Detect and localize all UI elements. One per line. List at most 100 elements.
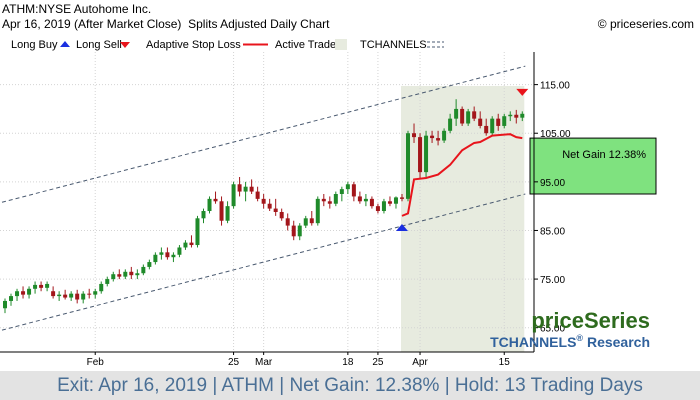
candle-body [177, 247, 182, 255]
candle-body [165, 252, 170, 258]
candle-body [460, 108, 465, 124]
candle-body [15, 291, 20, 297]
footer-exit: Exit: Apr 16, 2019 [57, 375, 208, 396]
candle-body [387, 201, 392, 204]
brand-reg: ® [576, 333, 583, 343]
candle-body [490, 118, 495, 134]
candle-body [159, 252, 164, 255]
candle-body [51, 291, 56, 297]
x-tick-label: 25 [228, 357, 240, 368]
candle-body [57, 294, 62, 297]
candle-body [117, 274, 122, 277]
x-tick-label: 25 [372, 357, 384, 368]
candle-body [309, 218, 314, 224]
candle-body [381, 201, 386, 212]
candle-body [484, 125, 489, 134]
branding: priceSeries TCHANNELS® Research [490, 308, 650, 350]
brand-tchannels: TCHANNELS [490, 334, 576, 350]
candle-body [33, 284, 38, 289]
candle-body [225, 206, 230, 221]
candle-body [393, 197, 398, 204]
candle-body [63, 294, 68, 298]
legend-tchannels: TCHANNELS [360, 39, 427, 51]
legend-active-trade: Active Trade [275, 39, 336, 51]
candle-body [75, 293, 80, 300]
candle-body [189, 242, 194, 246]
candle-body [291, 225, 296, 237]
svg-text:TCHANNELS® Research: TCHANNELS® Research [490, 333, 650, 350]
tchannels-lines [1, 65, 526, 331]
subtitle-date: Apr 16, 2019 (After Market Close) [2, 17, 182, 31]
brand-logo: priceSeries [531, 308, 650, 333]
candle-body [406, 133, 411, 199]
candle-body [135, 273, 140, 276]
candle-body [279, 211, 284, 219]
stop-loss-line [401, 133, 523, 217]
x-tick-label: Feb [87, 357, 105, 368]
trade-markers [395, 88, 657, 232]
candle-body [123, 271, 128, 277]
candle-body [9, 296, 14, 301]
candle-body [430, 135, 435, 139]
candle-body [231, 184, 236, 207]
candle-body [448, 118, 453, 131]
candle-body [363, 198, 368, 202]
candle-body [375, 206, 380, 212]
candle-body [213, 198, 218, 202]
footer-hold: Hold: 13 Trading Days [454, 375, 643, 396]
legend-long-buy: Long Buy [11, 39, 58, 51]
candle-body [315, 198, 320, 224]
candle-body [285, 218, 290, 226]
channel-lower-line [1, 193, 526, 331]
candle-body [99, 283, 104, 292]
candle-body [297, 225, 302, 237]
candle-body [412, 133, 417, 138]
candle-body [418, 137, 423, 173]
candle-body [327, 201, 332, 204]
net-gain-box [529, 137, 657, 195]
x-tick-label: 15 [499, 357, 511, 368]
candle-body [508, 114, 513, 117]
active-trade-region [400, 86, 525, 352]
candle-body [27, 288, 32, 295]
candle-body [195, 218, 200, 246]
candle-body [520, 113, 525, 118]
candle-body [21, 291, 26, 295]
candle-body [357, 196, 362, 202]
candle-body [243, 186, 248, 192]
legend: Long Buy Long Sell Adaptive Stop Loss Ac… [0, 36, 444, 52]
candle-body [3, 300, 7, 309]
candle-body [321, 198, 326, 202]
chart-background [400, 86, 525, 352]
candle-body [81, 293, 86, 300]
long-sell-legend-icon [120, 42, 130, 48]
candle-body [87, 293, 92, 295]
legend-long-sell: Long Sell [76, 39, 122, 51]
long-buy-legend-icon [60, 41, 70, 47]
sell-arrow-icon [516, 88, 529, 96]
candle-body [249, 186, 254, 192]
candle-body [147, 262, 152, 267]
candle-body [171, 254, 176, 258]
candle-body [345, 184, 350, 190]
subtitle-desc: Splits Adjusted Daily Chart [188, 17, 330, 31]
candle-body [478, 118, 483, 126]
candle-body [45, 283, 50, 288]
y-tick-label: 105.00 [540, 129, 571, 140]
buy-arrow-icon [395, 224, 408, 232]
candle-body [261, 198, 266, 204]
price-chart: 65.00 75.00 85.00 95.00 105.00 115.00 Feb 25 Mar… [0, 36, 657, 368]
candle-body [153, 254, 158, 263]
chart-subtitle: Apr 16, 2019 (After Market Close) Splits… [2, 17, 330, 31]
candle-body [201, 211, 206, 219]
y-tick-label: 115.00 [540, 81, 570, 92]
candle-body [183, 242, 188, 248]
candle-body [454, 108, 459, 119]
candle-body [105, 279, 110, 284]
candle-body [111, 274, 116, 280]
candle-body [339, 189, 344, 194]
candle-body [442, 130, 447, 141]
copyright: © priceseries.com [597, 17, 694, 31]
candle-body [267, 203, 272, 209]
candle-body [496, 118, 501, 126]
